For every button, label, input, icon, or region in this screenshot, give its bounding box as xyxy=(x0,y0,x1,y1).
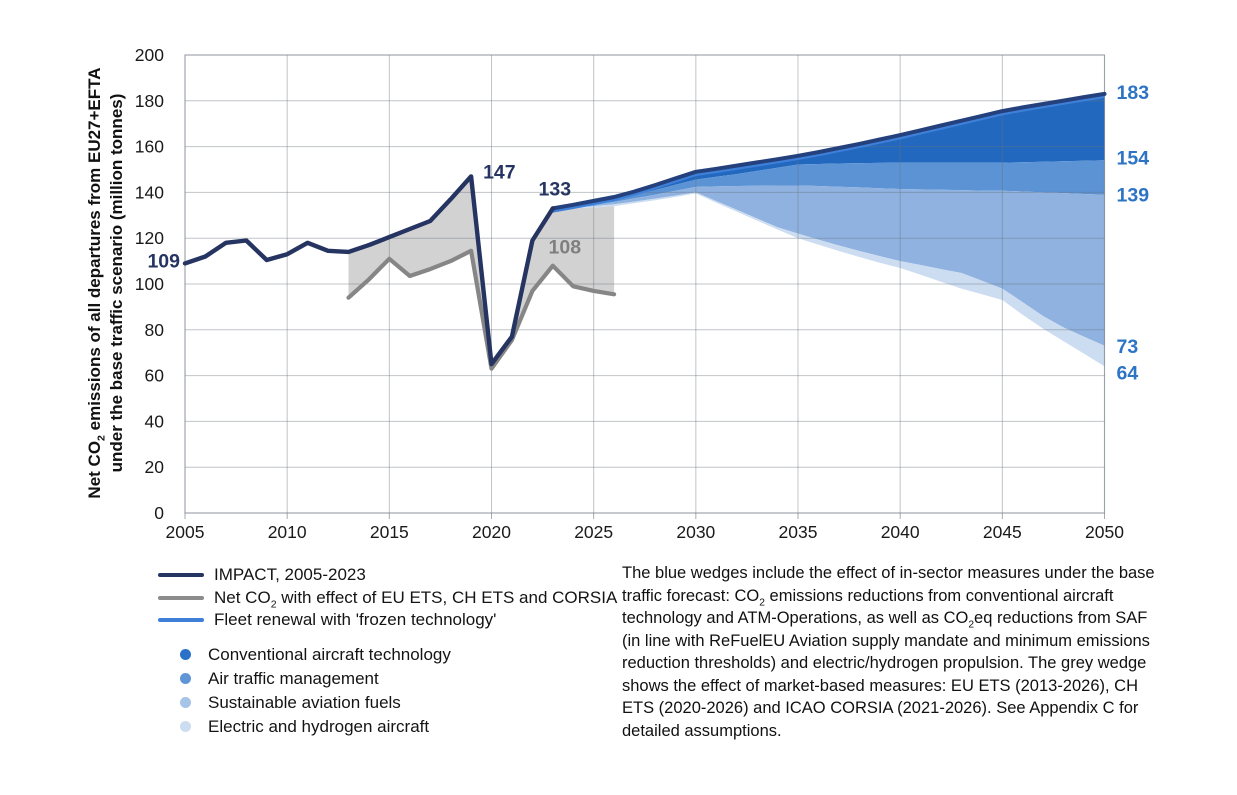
legend-item-net-ets: Net CO2 with effect of EU ETS, CH ETS an… xyxy=(158,587,618,611)
value-label-183: 183 xyxy=(1117,82,1150,104)
value-label-73: 73 xyxy=(1117,336,1139,358)
value-label-109: 109 xyxy=(147,250,180,272)
legend-item-label: Conventional aircraft technology xyxy=(208,644,451,664)
net-ets-corsia-line xyxy=(346,248,617,371)
y-axis-title: Net CO2 emissions of all departures from… xyxy=(84,53,130,513)
saf-dot-swatch xyxy=(180,697,191,708)
legend-item-label: IMPACT, 2005-2023 xyxy=(214,565,366,585)
y-axis-title-line1: Net CO2 emissions of all departures from… xyxy=(85,67,108,499)
y-axis-title-line2: under the base traffic scenario (million… xyxy=(107,93,126,473)
value-label-147: 147 xyxy=(483,161,516,183)
frozen-technology-line-swatch xyxy=(158,618,204,623)
atm-dot-swatch xyxy=(180,673,191,684)
y-tick-label-140: 140 xyxy=(135,182,164,202)
plot-border xyxy=(184,54,1106,514)
x-tick-label-2050: 2050 xyxy=(1085,522,1124,542)
projection-top-border xyxy=(550,91,1107,211)
legend-wedge-group: Conventional aircraft technology Air tra… xyxy=(158,643,617,739)
explanatory-note: The blue wedges include the effect of in… xyxy=(622,564,1155,740)
y-tick-label-180: 180 xyxy=(135,91,164,111)
y-tick-label-100: 100 xyxy=(135,274,164,294)
frozen-technology-line xyxy=(552,95,1105,213)
legend-item-sustainable-aviation-fuels: Sustainable aviation fuels xyxy=(180,691,617,715)
chart-legend: IMPACT, 2005-2023 Net CO2 with effect of… xyxy=(158,564,617,739)
legend-item-label: Sustainable aviation fuels xyxy=(208,692,401,712)
x-tick-label-2010: 2010 xyxy=(268,522,307,542)
electric-hydrogen-dot-swatch xyxy=(180,721,191,732)
value-label-64: 64 xyxy=(1117,362,1139,384)
x-tick-label-2035: 2035 xyxy=(779,522,818,542)
wedge-sustainable-aviation-fuels xyxy=(552,185,1105,346)
legend-item-conventional-technology: Conventional aircraft technology xyxy=(180,643,617,667)
y-tick-label-0: 0 xyxy=(154,503,164,523)
conventional-dot-swatch xyxy=(180,649,191,660)
legend-item-impact: IMPACT, 2005-2023 xyxy=(158,564,617,587)
legend-item-frozen-technology: Fleet renewal with 'frozen technology' xyxy=(158,609,617,632)
y-tick-label-120: 120 xyxy=(135,228,164,248)
net-ets-line-swatch xyxy=(158,595,204,600)
legend-item-air-traffic-management: Air traffic management xyxy=(180,667,617,691)
legend-item-label: Electric and hydrogen aircraft xyxy=(208,716,430,736)
legend-item-electric-hydrogen-aircraft: Electric and hydrogen aircraft xyxy=(180,715,617,739)
x-tick-label-2040: 2040 xyxy=(881,522,920,542)
y-tick-label-40: 40 xyxy=(145,411,165,431)
legend-item-label: Fleet renewal with 'frozen technology' xyxy=(214,610,497,630)
legend-item-label: Air traffic management xyxy=(208,668,379,688)
x-tick-label-2025: 2025 xyxy=(574,522,613,542)
x-tick-label-2005: 2005 xyxy=(166,522,205,542)
value-label-108: 108 xyxy=(549,237,582,259)
legend-item-label: Net CO2 with effect of EU ETS, CH ETS an… xyxy=(214,587,618,611)
y-tick-label-80: 80 xyxy=(145,320,165,340)
y-tick-label-160: 160 xyxy=(135,137,164,157)
value-label-133: 133 xyxy=(539,178,572,200)
value-label-154: 154 xyxy=(1117,147,1150,169)
x-tick-label-2030: 2030 xyxy=(676,522,715,542)
y-tick-label-60: 60 xyxy=(145,366,165,386)
impact-line-swatch xyxy=(158,573,204,578)
impact-line xyxy=(182,174,555,367)
x-tick-label-2045: 2045 xyxy=(983,522,1022,542)
wedge-air-traffic-management xyxy=(552,160,1105,209)
x-tick-label-2020: 2020 xyxy=(472,522,511,542)
value-label-139: 139 xyxy=(1117,185,1150,207)
x-tick-label-2015: 2015 xyxy=(370,522,409,542)
y-tick-label-200: 200 xyxy=(135,45,164,65)
y-tick-label-20: 20 xyxy=(145,457,165,477)
emissions-wedge-chart: 2005 2010 2015 2020 2025 2030 2035 2040 2045 2050… xyxy=(135,45,1150,542)
